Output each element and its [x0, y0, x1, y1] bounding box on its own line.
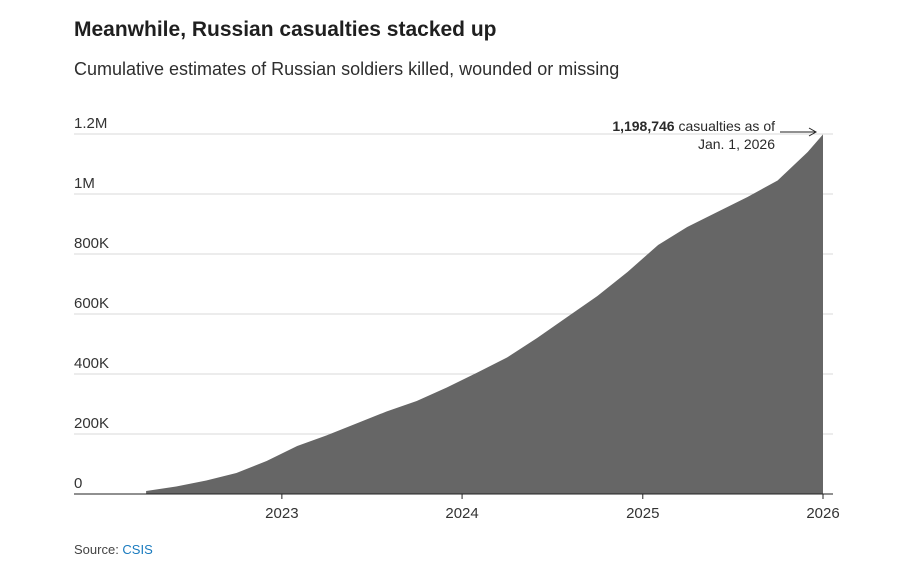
y-tick-label: 400K — [74, 355, 109, 372]
y-tick-label: 1.2M — [74, 115, 107, 132]
annotation-line-1: 1,198,746 casualties as of — [612, 118, 775, 134]
annotation-arrow-head — [808, 127, 818, 137]
annotation: 1,198,746 casualties as of Jan. 1, 2026 — [612, 118, 818, 152]
x-tick-label: 2026 — [806, 505, 839, 522]
y-tick-label: 600K — [74, 295, 109, 312]
y-tick-label: 200K — [74, 415, 109, 432]
chart-subtitle: Cumulative estimates of Russian soldiers… — [74, 59, 620, 79]
x-tick-label: 2023 — [265, 505, 298, 522]
axes: 0 200K 400K 600K 800K 1M 1.2M 2023 2024 2025 2026 — [74, 115, 840, 522]
y-tick-label: 0 — [74, 475, 82, 492]
source-label: Source: — [74, 542, 123, 557]
x-tick-label: 2024 — [445, 505, 478, 522]
chart-title: Meanwhile, Russian casualties stacked up — [74, 18, 497, 41]
x-tick-label: 2025 — [626, 505, 659, 522]
area-series — [146, 134, 824, 494]
y-tick-label: 1M — [74, 175, 95, 192]
annotation-value: 1,198,746 — [612, 118, 674, 134]
annotation-line-2: Jan. 1, 2026 — [698, 136, 775, 152]
casualties-area — [146, 134, 824, 494]
annotation-text: casualties as of — [675, 118, 775, 134]
y-tick-label: 800K — [74, 235, 109, 252]
source-note: Source: CSIS — [74, 542, 153, 557]
source-link[interactable]: CSIS — [122, 542, 153, 557]
